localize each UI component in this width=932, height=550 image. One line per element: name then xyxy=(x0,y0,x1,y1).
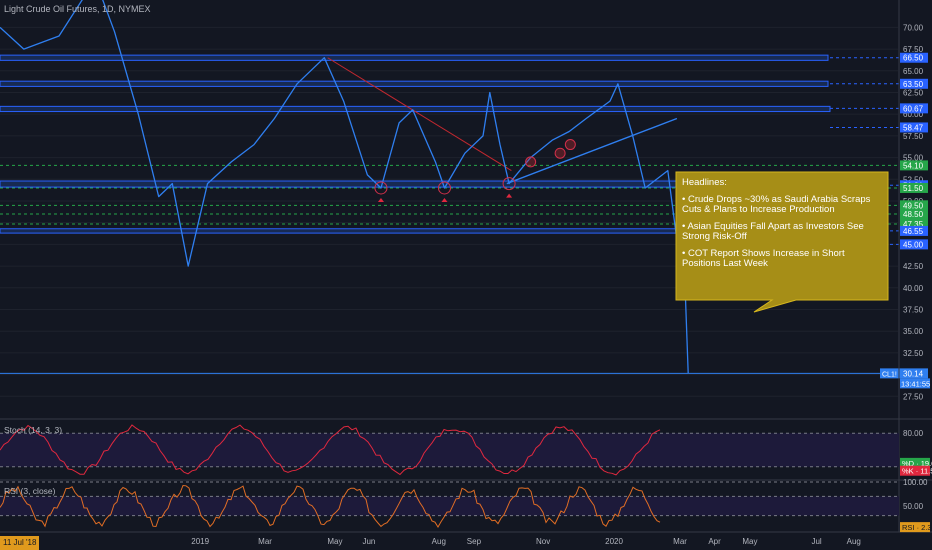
level-badge xyxy=(900,218,928,229)
x-tick-label: Apr xyxy=(708,537,721,546)
y-tick-label: 27.50 xyxy=(903,392,924,401)
headline-item: • Asian Equities Fall Apart as Investors… xyxy=(682,221,864,242)
x-tick-label: Jun xyxy=(362,537,375,546)
level-badge-text: 47.35 xyxy=(903,220,924,229)
level-badge xyxy=(900,209,928,219)
countdown-text: 13:41:55 xyxy=(901,379,930,388)
touch-marker xyxy=(554,147,566,159)
level-badge-text: 45.00 xyxy=(903,240,924,249)
level-badge-text: 63.50 xyxy=(903,80,924,89)
x-tick-label: 2020 xyxy=(605,537,623,546)
level-badge-text: 46.55 xyxy=(903,227,924,236)
level-badge xyxy=(900,200,928,211)
headlines-callout: Headlines: • Crude Drops ~30% as Saudi A… xyxy=(676,172,888,300)
y-tick-label: 35.00 xyxy=(903,327,924,336)
x-tick-label: May xyxy=(742,537,757,546)
level-badge-text: 49.50 xyxy=(903,201,924,210)
y-tick-label: 67.50 xyxy=(903,45,924,54)
level-badge xyxy=(900,239,928,250)
y-tick-label: 32.50 xyxy=(903,349,924,358)
last-price-text: 30.14 xyxy=(903,369,924,378)
y-tick-label: 37.50 xyxy=(903,305,924,314)
stoch-d-text: %D · 19.66 xyxy=(902,459,932,468)
price-zone xyxy=(0,105,831,113)
bounce-marker xyxy=(374,181,388,195)
level-badge-text: 51.50 xyxy=(903,184,924,193)
level-badge xyxy=(900,160,928,171)
y-tick-label: 60.00 xyxy=(903,110,924,119)
price-zone xyxy=(0,54,829,61)
level-badge xyxy=(900,122,928,133)
y-tick-label: 40.00 xyxy=(903,284,924,293)
symbol-badge xyxy=(880,368,900,379)
stoch-k-text: %K · 11.56 xyxy=(902,467,932,476)
headlines-title: Headlines: xyxy=(682,177,727,188)
y-tick-label: 62.50 xyxy=(903,88,924,97)
x-tick-label: Jul xyxy=(811,537,821,546)
y-tick-label: 70.00 xyxy=(903,23,924,32)
downtrend-line xyxy=(327,57,512,172)
stoch-band xyxy=(0,433,899,467)
level-badge-text: 54.10 xyxy=(903,161,924,170)
touch-marker xyxy=(525,156,537,168)
callout-box xyxy=(675,171,889,313)
x-tick-label: Sep xyxy=(467,537,482,546)
x-tick-label: May xyxy=(327,537,342,546)
level-badge xyxy=(900,225,928,236)
countdown-badge xyxy=(900,378,930,389)
y-tick-label: 52.50 xyxy=(903,175,924,184)
bounce-marker xyxy=(502,177,516,191)
y-tick-label: 55.00 xyxy=(903,154,924,163)
level-badge xyxy=(900,52,928,63)
up-arrow-icon xyxy=(441,197,448,202)
level-badge-text: 58.47 xyxy=(903,123,924,132)
x-tick-label: 2019 xyxy=(191,537,209,546)
up-arrow-icon xyxy=(506,193,513,198)
price-zone xyxy=(0,80,829,87)
rsi-badge xyxy=(900,522,930,533)
stoch-k-line xyxy=(0,424,661,476)
chart-title: Light Crude Oil Futures, 1D, NYMEX xyxy=(4,4,151,14)
stoch-d-badge xyxy=(900,457,930,468)
level-badge xyxy=(900,78,928,89)
x-tick-label: Nov xyxy=(536,537,550,546)
stoch-k-badge xyxy=(900,465,930,476)
up-arrow-icon xyxy=(377,197,384,202)
bounce-marker xyxy=(437,181,451,195)
y-tick-label: 57.50 xyxy=(903,132,924,141)
price-zone xyxy=(0,228,781,234)
last-price-badge xyxy=(900,368,928,379)
x-tick-label: Mar xyxy=(258,537,272,546)
rsi-badge-text: RSI · 2.32 xyxy=(902,523,932,532)
level-badge xyxy=(900,182,928,193)
level-badge xyxy=(900,103,928,114)
price-zone xyxy=(0,180,781,188)
x-tick-label: Aug xyxy=(847,537,861,546)
level-badge-text: 66.50 xyxy=(903,54,924,63)
level-badge-text: 60.67 xyxy=(903,104,924,113)
rsi-tick: 50.00 xyxy=(903,502,924,511)
y-tick-label: 65.00 xyxy=(903,67,924,76)
x-tick-label: Mar xyxy=(673,537,687,546)
level-badge-text: 48.50 xyxy=(903,210,924,219)
symbol-badge-text: CL1! xyxy=(882,371,897,378)
y-tick-label: 42.50 xyxy=(903,262,924,271)
crosshair-date-label: 11 Jul '18 xyxy=(0,536,40,550)
rsi-line xyxy=(0,484,661,528)
x-tick-label: Aug xyxy=(432,537,446,546)
price-line xyxy=(0,0,689,374)
rsi-band xyxy=(0,496,899,516)
rsi-title: RSI (3, close) xyxy=(4,486,56,496)
stoch-tick: 80.00 xyxy=(903,429,924,438)
headline-item: • COT Report Shows Increase in Short Pos… xyxy=(682,248,845,269)
stoch-title: Stoch (14, 3, 3) xyxy=(4,425,63,435)
uptrend-line xyxy=(506,117,678,185)
rsi-tick: 100.00 xyxy=(903,478,928,487)
touch-marker xyxy=(564,139,576,151)
headline-item: • Crude Drops ~30% as Saudi Arabia Scrap… xyxy=(682,194,871,215)
